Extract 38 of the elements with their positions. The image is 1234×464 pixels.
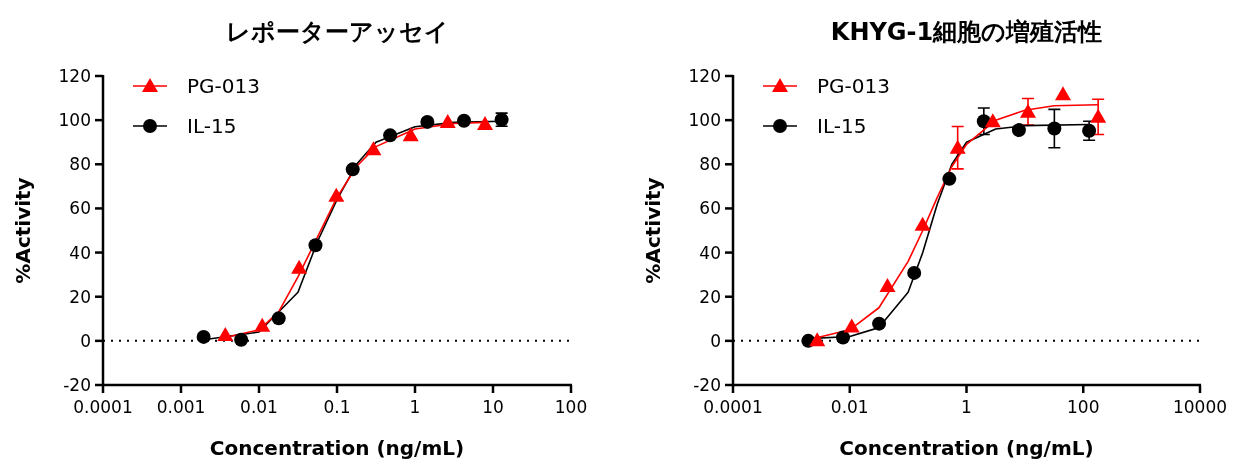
x-tick-label: 1 [409, 397, 421, 417]
x-tick-label: 0.001 [156, 397, 206, 417]
y-tick-label: 0 [80, 330, 91, 351]
x-tick-label: 10 [482, 397, 504, 417]
chart-title: KHYG-1細胞の増殖活性 [830, 18, 1103, 46]
y-tick-label: 60 [69, 198, 91, 219]
y-tick-label: 120 [58, 66, 91, 86]
y-tick-label: -20 [63, 375, 91, 395]
x-tick-label: 0.01 [830, 397, 869, 417]
x-tick-label: 1 [961, 397, 972, 417]
y-tick-label: 100 [688, 110, 721, 131]
x-tick-label: 0.0001 [73, 397, 133, 417]
x-axis-title: Concentration (ng/mL) [839, 436, 1094, 460]
y-tick-label: 0 [710, 330, 721, 351]
y-tick-label: 20 [699, 286, 721, 307]
y-axis-title: %Activity [641, 177, 665, 284]
y-axis-title: %Activity [11, 177, 35, 284]
y-tick-label: 40 [69, 242, 91, 263]
legend-label: PG-013 [187, 74, 260, 98]
y-tick-label: 40 [699, 242, 721, 263]
legend-label: IL-15 [187, 114, 237, 138]
x-tick-label: 0.0001 [703, 397, 763, 417]
chart-title: レポーターアッセイ [225, 18, 449, 46]
x-tick-label: 100 [554, 397, 588, 417]
y-tick-label: 60 [699, 198, 721, 219]
y-tick-label: 80 [699, 154, 721, 175]
y-tick-label: 120 [688, 66, 721, 86]
y-tick-label: 100 [58, 110, 91, 131]
x-tick-label: 10000 [1172, 397, 1228, 417]
x-axis-title: Concentration (ng/mL) [209, 436, 465, 460]
x-tick-label: 0.1 [323, 397, 351, 417]
x-tick-label: 0.01 [240, 397, 278, 417]
legend-label: PG-013 [817, 74, 890, 98]
y-tick-label: -20 [693, 375, 721, 395]
y-tick-label: 80 [69, 154, 91, 175]
x-tick-label: 100 [1067, 397, 1100, 417]
legend-label: IL-15 [817, 114, 867, 138]
y-tick-label: 20 [69, 286, 91, 307]
